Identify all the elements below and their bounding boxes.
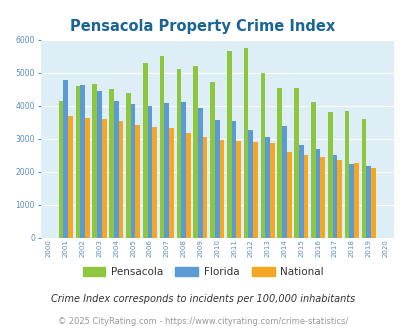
Bar [365, 166, 370, 238]
Bar [85, 118, 90, 238]
Bar [185, 133, 190, 238]
Bar [243, 48, 248, 238]
Bar [75, 86, 80, 238]
Bar [370, 168, 375, 238]
Bar [294, 88, 298, 238]
Bar [231, 121, 236, 238]
Bar [226, 51, 231, 238]
Bar [281, 126, 286, 238]
Bar [143, 63, 147, 238]
Bar [310, 102, 315, 238]
Bar [130, 104, 135, 238]
Bar [344, 111, 349, 238]
Bar [360, 119, 365, 238]
Text: © 2025 CityRating.com - https://www.cityrating.com/crime-statistics/: © 2025 CityRating.com - https://www.city… [58, 317, 347, 326]
Bar [320, 157, 324, 238]
Bar [210, 82, 214, 238]
Bar [164, 103, 169, 238]
Bar [114, 101, 118, 238]
Bar [152, 127, 157, 238]
Bar [92, 84, 97, 238]
Bar [349, 164, 353, 238]
Bar [219, 140, 224, 238]
Bar [176, 69, 181, 238]
Text: Pensacola Property Crime Index: Pensacola Property Crime Index [70, 19, 335, 34]
Bar [147, 106, 152, 238]
Bar [298, 145, 303, 238]
Bar [80, 85, 85, 238]
Bar [303, 155, 308, 238]
Bar [169, 128, 173, 238]
Bar [135, 125, 140, 238]
Bar [118, 121, 123, 238]
Bar [332, 155, 337, 238]
Bar [68, 116, 73, 238]
Bar [277, 88, 281, 238]
Bar [63, 80, 68, 238]
Bar [264, 137, 269, 238]
Bar [102, 119, 106, 238]
Bar [269, 143, 274, 238]
Bar [248, 130, 253, 238]
Bar [253, 142, 257, 238]
Bar [353, 163, 358, 238]
Bar [126, 93, 130, 238]
Bar [315, 149, 320, 238]
Bar [159, 56, 164, 238]
Legend: Pensacola, Florida, National: Pensacola, Florida, National [78, 263, 327, 281]
Bar [202, 137, 207, 238]
Bar [181, 102, 185, 238]
Bar [198, 108, 202, 238]
Bar [236, 141, 241, 238]
Bar [286, 152, 291, 238]
Bar [327, 112, 332, 238]
Bar [109, 89, 114, 238]
Bar [97, 91, 102, 238]
Text: Crime Index corresponds to incidents per 100,000 inhabitants: Crime Index corresponds to incidents per… [51, 294, 354, 304]
Bar [214, 120, 219, 238]
Bar [59, 101, 63, 238]
Bar [260, 73, 264, 238]
Bar [193, 66, 198, 238]
Bar [337, 160, 341, 238]
